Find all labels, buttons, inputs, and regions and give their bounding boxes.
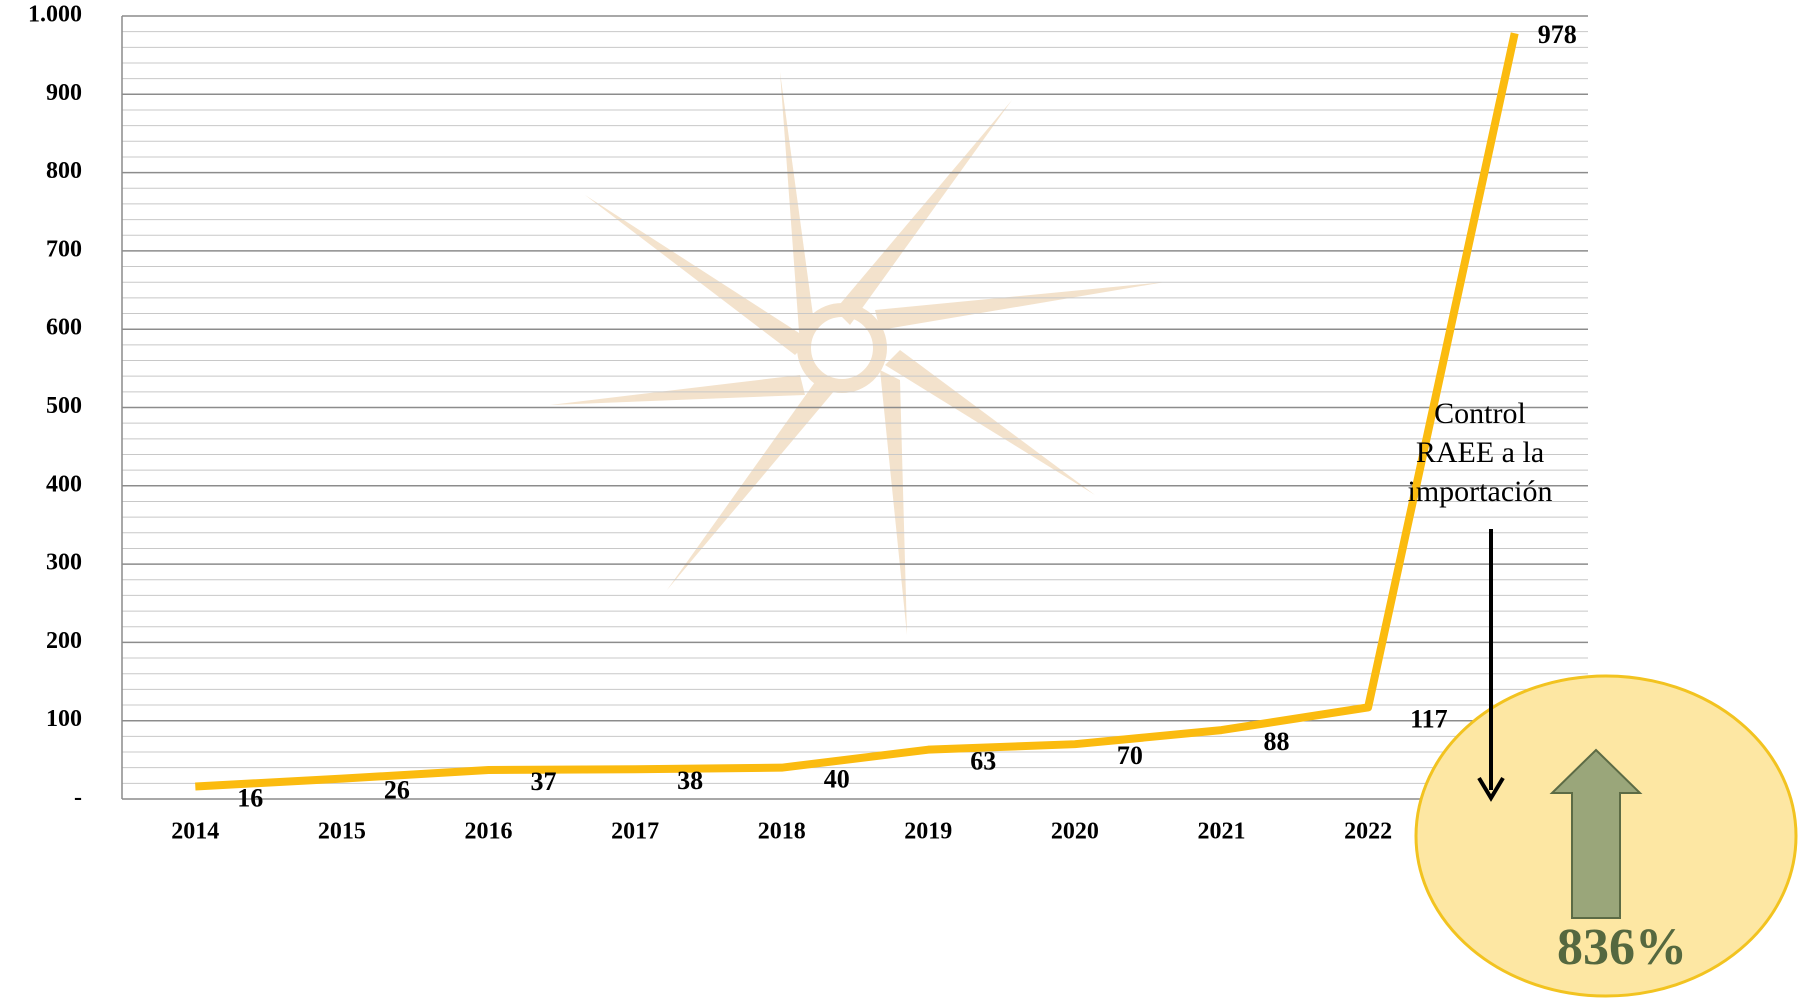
y-tick-label: 500: [46, 393, 82, 419]
y-tick-label: 400: [46, 471, 82, 497]
x-tick-label: 2017: [611, 819, 659, 845]
data-label: 117: [1410, 704, 1448, 733]
data-label: 37: [531, 767, 557, 796]
y-tick-label: 100: [46, 706, 82, 732]
x-tick-label: 2022: [1344, 819, 1392, 845]
y-tick-label: 800: [46, 158, 82, 184]
y-tick-label: 200: [46, 628, 82, 654]
growth-label: 836%: [1557, 919, 1687, 976]
chart: - 100 200 300 400 500 600 700 800 900 1.000 2014 20…: [0, 0, 1802, 999]
y-tick-label: 1.000: [28, 2, 82, 28]
x-tick-label: 2020: [1051, 819, 1099, 845]
y-tick-label: -: [74, 785, 82, 811]
y-tick-label: 300: [46, 550, 82, 576]
y-tick-label: 700: [46, 236, 82, 262]
y-tick-label: 600: [46, 315, 82, 341]
data-label: 16: [237, 783, 263, 812]
annotation-line: importación: [1408, 475, 1553, 508]
data-label: 38: [677, 766, 703, 795]
data-label: 26: [384, 776, 410, 805]
x-tick-label: 2021: [1198, 819, 1246, 845]
data-label: 88: [1264, 727, 1290, 756]
x-tick-label: 2019: [904, 819, 952, 845]
growth-badge: 836%: [1416, 676, 1796, 996]
x-tick-label: 2015: [318, 819, 366, 845]
x-tick-label: 2014: [171, 819, 219, 845]
x-tick-label: 2018: [758, 819, 806, 845]
annotation-line: Control: [1434, 397, 1526, 430]
data-label: 70: [1117, 741, 1143, 770]
data-label: 63: [970, 747, 996, 776]
data-label: 40: [824, 765, 850, 794]
y-tick-label: 900: [46, 80, 82, 106]
annotation-line: RAEE a la: [1416, 436, 1544, 469]
x-tick-label: 2016: [465, 819, 513, 845]
data-label: 978: [1538, 20, 1577, 49]
